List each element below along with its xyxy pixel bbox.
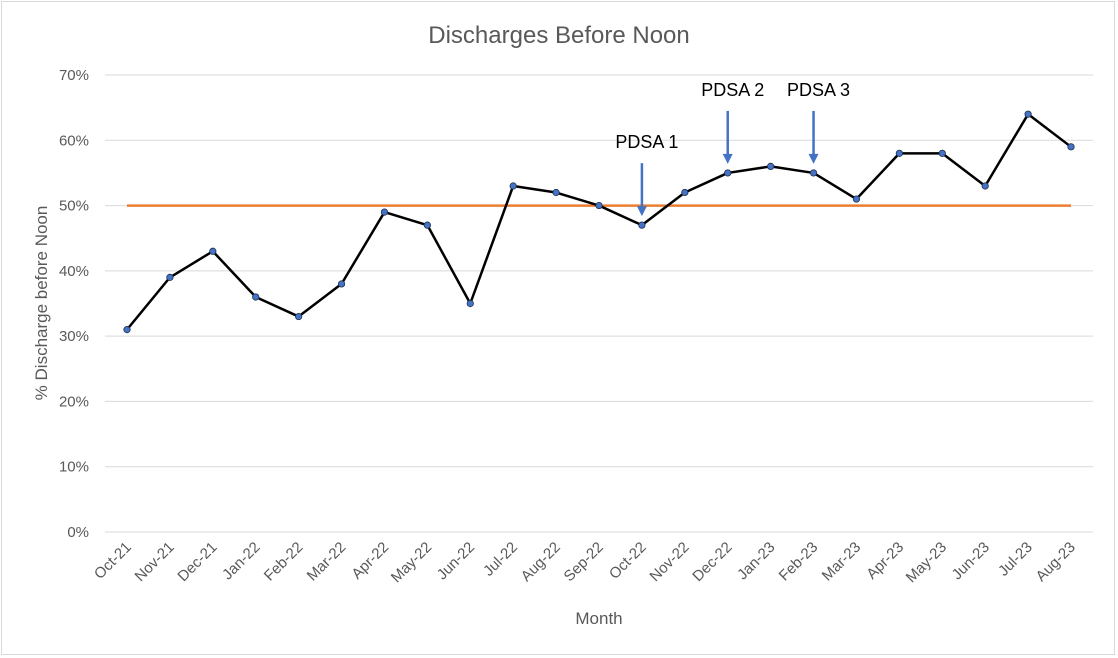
- x-tick-label: Dec-21: [174, 539, 220, 585]
- data-point: [166, 273, 174, 281]
- x-tick-label: Feb-22: [261, 539, 307, 585]
- series-line-discharge: [126, 112, 1072, 331]
- annotations: PDSA 1 PDSA 2 PDSA 3: [615, 80, 850, 217]
- data-point: [681, 188, 689, 197]
- x-tick-label: Feb-23: [776, 539, 822, 585]
- x-tick-label: Jul-22: [480, 539, 521, 580]
- y-axis-title: % Discharge before Noon: [32, 206, 51, 401]
- data-point: [767, 162, 775, 170]
- x-tick-label: May-23: [903, 539, 950, 586]
- data-point: [252, 293, 260, 301]
- annotation-label: PDSA 3: [787, 80, 850, 100]
- data-point: [724, 169, 732, 177]
- x-tick-label: Jun-22: [434, 539, 478, 583]
- data-point: [638, 221, 646, 229]
- y-tick-label: 10%: [59, 459, 89, 476]
- data-point: [1067, 143, 1075, 151]
- x-tick-label: May-22: [388, 539, 435, 586]
- data-point: [938, 149, 946, 157]
- x-tick-label: Jan-22: [219, 539, 263, 583]
- x-tick-label: Nov-22: [646, 539, 692, 585]
- x-axis-title: Month: [575, 609, 622, 628]
- data-point: [1024, 110, 1032, 118]
- y-tick-label: 40%: [59, 263, 89, 280]
- data-point: [209, 247, 217, 255]
- x-tick-label: Mar-22: [304, 539, 350, 585]
- y-tick-label: 70%: [59, 67, 89, 84]
- data-point: [809, 169, 818, 177]
- x-tick-label: Aug-22: [518, 539, 564, 585]
- data-point: [466, 299, 474, 308]
- data-point: [123, 326, 131, 334]
- data-point: [852, 195, 861, 203]
- series-group: [123, 110, 1075, 334]
- data-point: [595, 201, 603, 210]
- x-tick-label: Sep-22: [561, 539, 607, 585]
- data-point: [895, 149, 903, 157]
- data-point: [552, 188, 560, 197]
- x-tick-label: Jan-23: [734, 539, 778, 583]
- annotation-label: PDSA 1: [615, 132, 678, 152]
- x-tick-label: Jul-23: [995, 539, 1036, 580]
- x-tick-label: Apr-22: [348, 539, 392, 583]
- x-tick-label: Dec-22: [689, 539, 735, 585]
- annotation-label: PDSA 2: [701, 80, 764, 100]
- x-tick-label: Apr-23: [863, 539, 907, 583]
- y-tick-label: 0%: [67, 524, 89, 541]
- y-tick-label: 30%: [59, 328, 89, 345]
- y-tick-labels: 0% 10% 20% 30% 40% 50% 60% 70%: [59, 67, 89, 541]
- annotation-arrow-head: [808, 153, 819, 164]
- x-tick-label: Oct-22: [606, 539, 650, 583]
- data-point: [295, 312, 303, 321]
- data-point: [423, 221, 431, 229]
- annotation-arrow-head: [722, 153, 733, 164]
- data-point: [981, 182, 989, 190]
- chart-title: Discharges Before Noon: [428, 22, 689, 49]
- x-tick-label: Mar-23: [819, 539, 865, 585]
- y-tick-label: 50%: [59, 198, 89, 215]
- data-point: [380, 208, 389, 216]
- x-tick-label: Oct-21: [91, 539, 135, 583]
- x-tick-label: Nov-21: [132, 539, 178, 585]
- y-tick-label: 20%: [59, 393, 89, 410]
- data-point: [509, 182, 517, 190]
- gridlines: [105, 74, 1093, 533]
- y-tick-label: 60%: [59, 132, 89, 149]
- x-tick-label: Jun-23: [949, 539, 993, 583]
- annotation-arrow-head: [636, 206, 647, 217]
- data-point: [337, 280, 346, 288]
- x-tick-label: Aug-23: [1033, 539, 1079, 585]
